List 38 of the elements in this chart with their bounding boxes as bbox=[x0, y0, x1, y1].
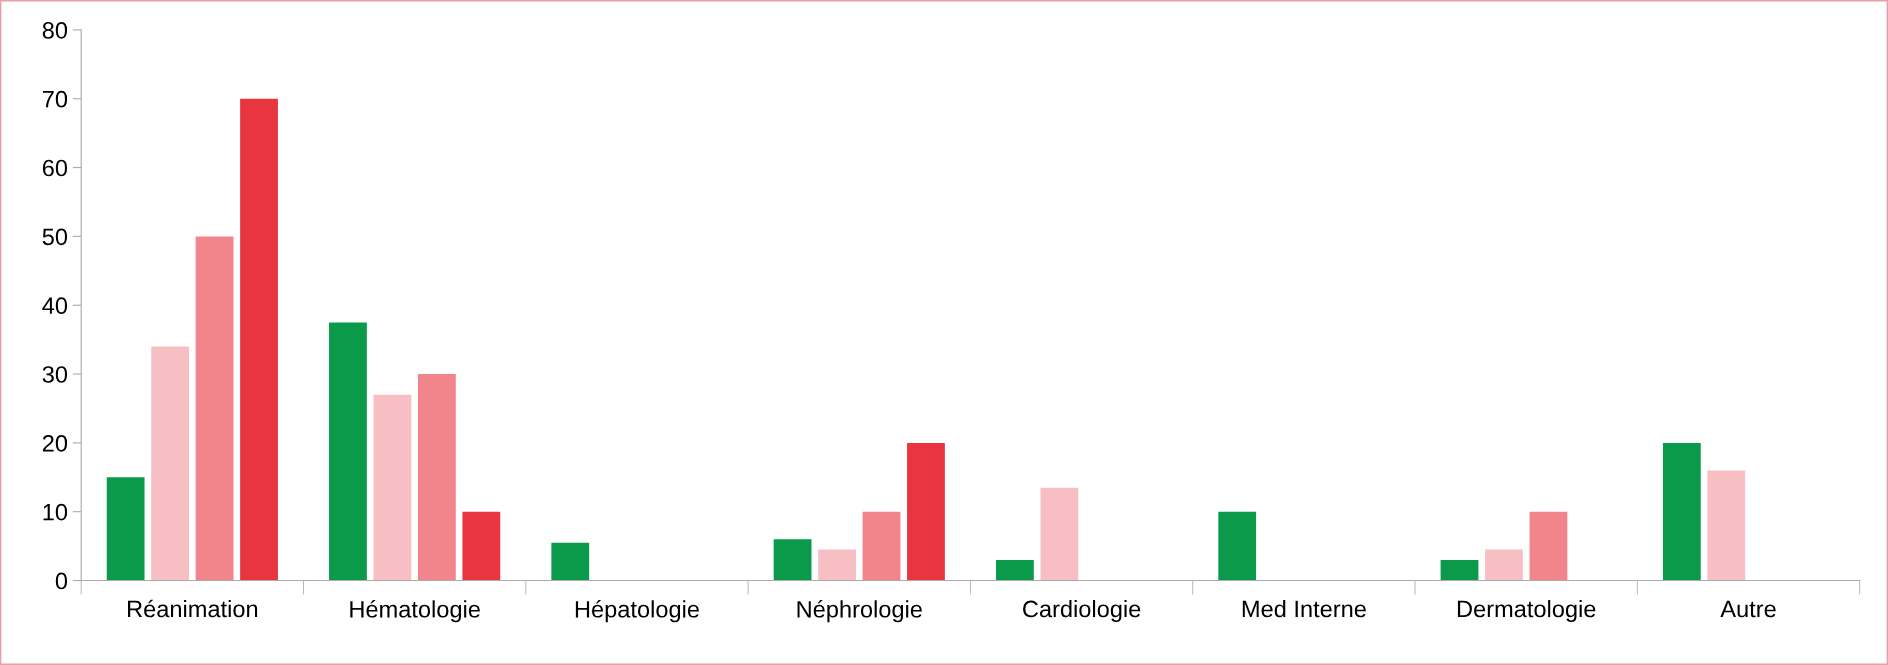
bar bbox=[373, 394, 412, 581]
bar bbox=[151, 346, 190, 581]
bar bbox=[329, 322, 367, 581]
bar bbox=[862, 511, 901, 581]
y-tick-label: 70 bbox=[42, 90, 68, 108]
bar bbox=[1529, 511, 1568, 581]
bar bbox=[773, 539, 812, 581]
y-tick-label: 20 bbox=[42, 434, 68, 452]
bar bbox=[818, 549, 856, 581]
x-tick-label: Hématologie bbox=[350, 599, 480, 623]
bar bbox=[417, 374, 456, 581]
x-tick-label: Cardiologie bbox=[1023, 599, 1141, 622]
x-tick-label: Med Interne bbox=[1242, 599, 1366, 618]
x-tick-label: Hépatologie bbox=[575, 599, 699, 623]
y-tick-label: 80 bbox=[42, 21, 68, 39]
bar bbox=[1218, 511, 1257, 581]
bar bbox=[1485, 549, 1523, 581]
y-tick-label: 0 bbox=[55, 572, 68, 590]
bar bbox=[996, 559, 1034, 581]
bar bbox=[907, 442, 945, 581]
x-tick-label: Dermatologie bbox=[1457, 599, 1596, 622]
bar bbox=[195, 236, 234, 581]
bar bbox=[1662, 442, 1701, 581]
x-tick-label: Autre bbox=[1720, 600, 1776, 618]
bar bbox=[1440, 559, 1479, 581]
x-tick-label: Réanimation bbox=[128, 599, 258, 618]
y-tick-label: 10 bbox=[43, 503, 68, 521]
bar bbox=[1040, 487, 1079, 581]
y-tick-label: 40 bbox=[42, 297, 68, 315]
bar bbox=[551, 542, 590, 581]
x-tick-label: Néphrologie bbox=[797, 599, 922, 623]
y-tick-label: 30 bbox=[42, 366, 68, 383]
bar bbox=[462, 511, 501, 581]
y-tick-label: 60 bbox=[42, 159, 68, 177]
bar bbox=[106, 477, 145, 581]
bar bbox=[240, 98, 278, 581]
bar bbox=[1707, 470, 1746, 581]
y-tick-label: 50 bbox=[42, 228, 68, 246]
